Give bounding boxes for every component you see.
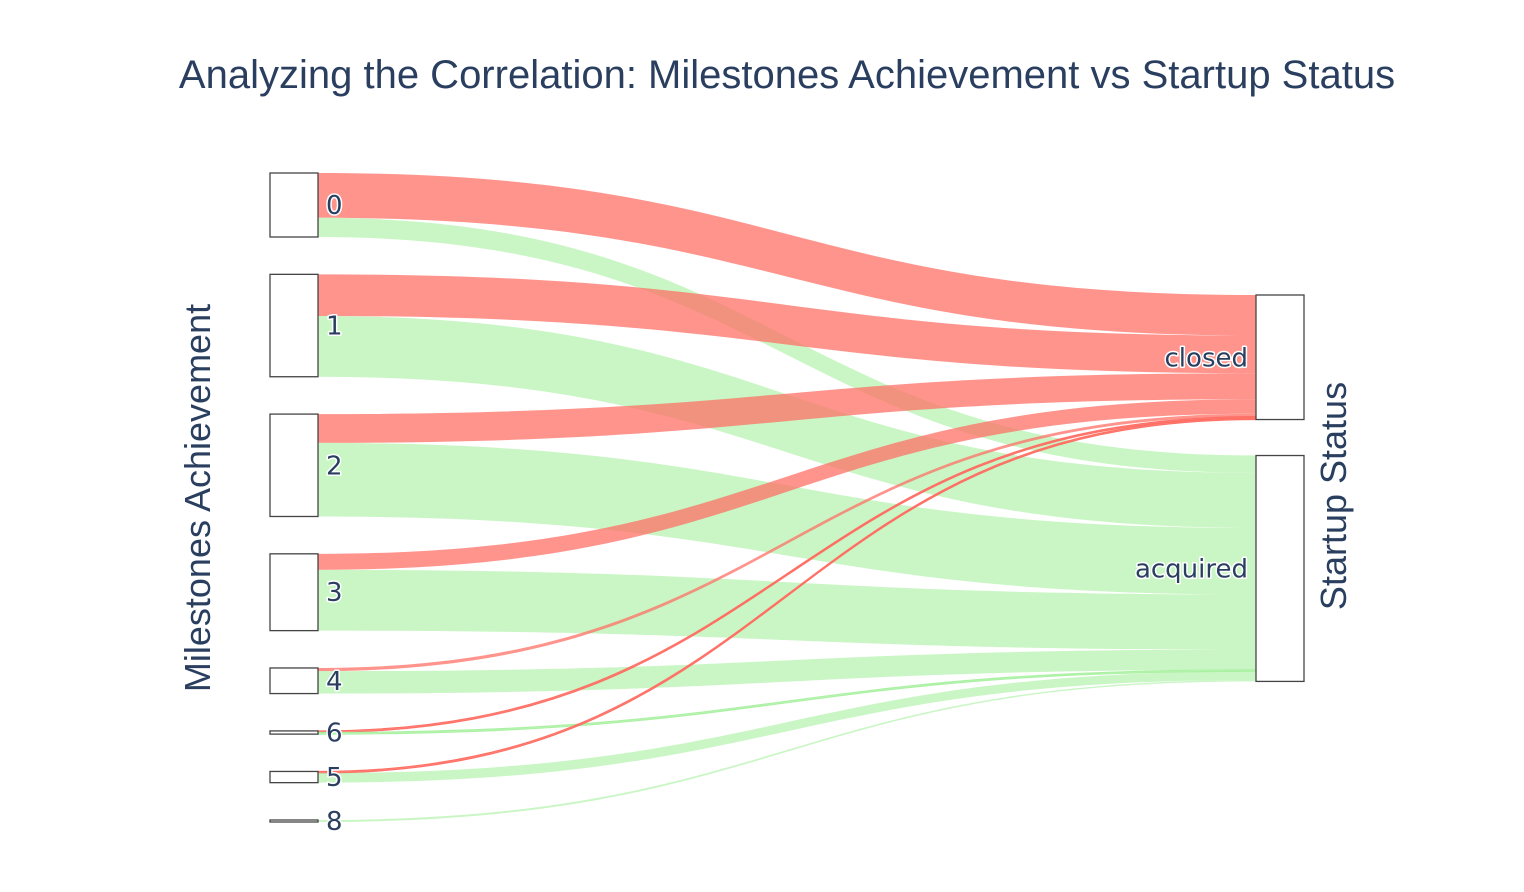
- node-3[interactable]: [269, 553, 319, 632]
- node-label-6: 6: [326, 719, 343, 749]
- left-axis-title: Milestones Achievement: [177, 304, 218, 692]
- link-2-to-closed[interactable]: [318, 373, 1256, 443]
- node-label-8: 8: [326, 807, 343, 837]
- link-3-to-acquired[interactable]: [318, 569, 1256, 650]
- link-8-to-acquired[interactable]: [318, 679, 1256, 822]
- link-1-to-acquired[interactable]: [318, 315, 1256, 528]
- link-2-to-acquired[interactable]: [318, 442, 1256, 595]
- node-label-4: 4: [326, 667, 343, 697]
- node-label-acquired: acquired: [1135, 554, 1248, 584]
- link-5-to-acquired[interactable]: [318, 671, 1256, 783]
- node-8[interactable]: [269, 819, 319, 823]
- node-2[interactable]: [269, 413, 319, 518]
- node-label-5: 5: [326, 763, 343, 793]
- node-4[interactable]: [269, 667, 319, 695]
- link-0-to-acquired[interactable]: [318, 217, 1256, 473]
- link-0-to-closed[interactable]: [318, 173, 1256, 336]
- link-4-to-acquired[interactable]: [318, 649, 1256, 694]
- node-closed[interactable]: [1255, 294, 1305, 421]
- node-label-2: 2: [326, 451, 343, 481]
- nodes-layer: [269, 172, 1305, 823]
- node-label-closed: closed: [1165, 343, 1248, 373]
- links-layer: [317, 173, 1257, 822]
- node-label-0: 0: [326, 191, 343, 221]
- node-6[interactable]: [269, 730, 319, 735]
- node-label-3: 3: [326, 578, 343, 608]
- right-axis-title: Startup Status: [1313, 382, 1354, 610]
- labels-layer: 0 1 2 3 4 6 5 8 closed acquired: [325, 190, 1250, 839]
- link-1-to-closed[interactable]: [318, 274, 1256, 374]
- node-1[interactable]: [269, 273, 319, 378]
- node-0[interactable]: [269, 172, 319, 238]
- link-3-to-closed[interactable]: [318, 399, 1256, 570]
- chart-title: Analyzing the Correlation: Milestones Ac…: [179, 53, 1395, 97]
- node-acquired[interactable]: [1255, 454, 1305, 683]
- node-5[interactable]: [269, 770, 319, 784]
- link-4-to-closed[interactable]: [318, 413, 1256, 672]
- node-label-1: 1: [326, 312, 343, 342]
